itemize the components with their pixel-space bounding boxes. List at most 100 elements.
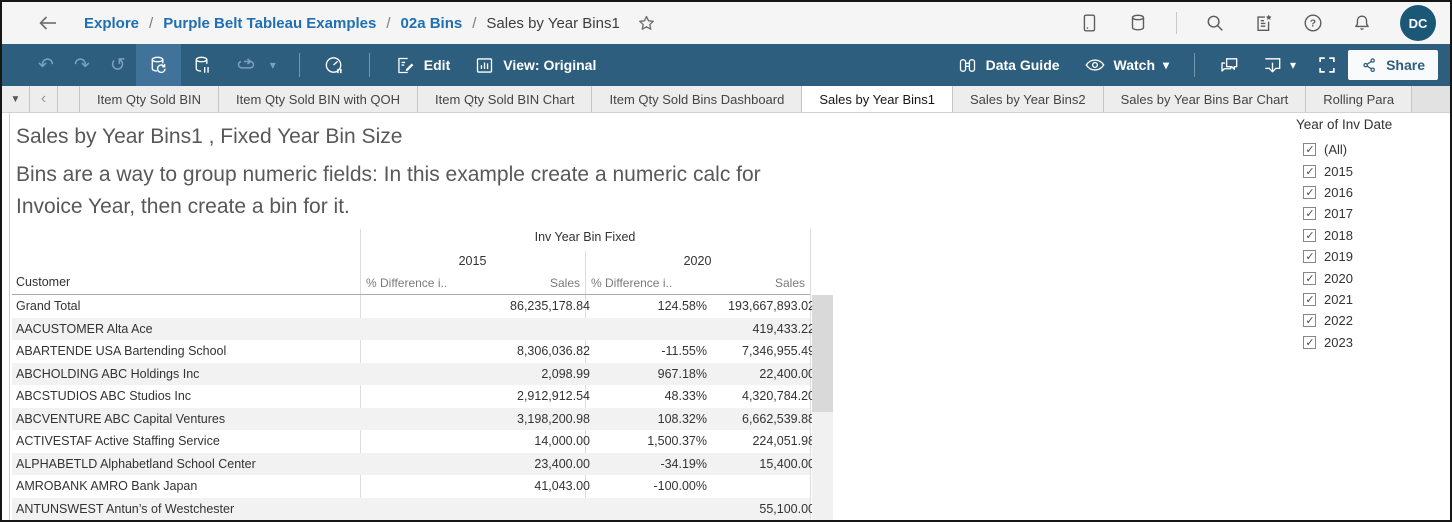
checkbox-checked-icon[interactable] (1303, 271, 1316, 285)
metrics-gauge-icon[interactable] (313, 44, 356, 86)
cell-sales-2020[interactable]: 193,667,893.02 (728, 299, 815, 313)
filter-option-2017[interactable]: 2017 (1292, 203, 1447, 224)
cell-sales-2020[interactable]: 15,400.00 (759, 456, 815, 471)
cell-sales-2020[interactable]: 4,320,784.20 (742, 389, 815, 403)
cell-pct-2020[interactable]: -34.19% (660, 456, 707, 471)
table-row-grand-total[interactable]: Grand Total 86,235,178.84 124.58% 193,66… (12, 295, 815, 318)
cell-sales-2020[interactable]: 419,433.22 (752, 321, 815, 336)
cell-pct-2020[interactable]: 967.18% (657, 366, 707, 381)
cell-sales-2020[interactable]: 224,051.98 (752, 434, 815, 448)
redo-icon[interactable]: ↷ (73, 54, 90, 76)
table-row[interactable]: ACTIVESTAF Active Staffing Service 14,00… (12, 430, 815, 453)
checkbox-checked-icon[interactable] (1303, 185, 1316, 199)
row-label[interactable]: AMROBANK AMRO Bank Japan (16, 479, 198, 493)
table-row[interactable]: ABARTENDE USA Bartending School 8,306,03… (12, 340, 815, 363)
breadcrumb-explore[interactable]: Explore (84, 14, 140, 32)
checkbox-checked-icon[interactable] (1303, 292, 1316, 306)
refresh-data-icon[interactable] (135, 44, 181, 86)
watch-button[interactable]: Watch ▾ (1072, 44, 1182, 86)
data-guide-button[interactable]: Data Guide (945, 44, 1072, 86)
search-icon[interactable] (1204, 12, 1226, 34)
breadcrumb-workbook[interactable]: 02a Bins (400, 14, 463, 32)
column-dimension-header[interactable]: Inv Year Bin Fixed (534, 230, 636, 244)
cell-pct-2020[interactable]: 1,500.37% (647, 434, 707, 448)
cell-pct-2020[interactable]: 108.32% (657, 411, 707, 426)
checkbox-checked-icon[interactable] (1303, 335, 1316, 349)
row-label[interactable]: ACTIVESTAF Active Staffing Service (16, 434, 220, 448)
data-source-icon[interactable] (1127, 12, 1149, 34)
row-label[interactable]: ABCSTUDIOS ABC Studios Inc (16, 389, 192, 403)
tab-rolling-para[interactable]: Rolling Para (1306, 86, 1413, 112)
tab-sales-by-year-bins2[interactable]: Sales by Year Bins2 (952, 86, 1104, 112)
cell-sales-2020[interactable]: 6,662,539.88 (742, 411, 815, 426)
filter-option-2022[interactable]: 2022 (1292, 310, 1447, 331)
view-original-button[interactable]: View: Original (462, 44, 608, 86)
help-icon[interactable]: ? (1302, 12, 1324, 34)
filter-option-2020[interactable]: 2020 (1292, 267, 1447, 288)
cell-sales-2015[interactable]: 86,235,178.84 (510, 299, 590, 313)
tab-sales-by-year-bins-bar-chart[interactable]: Sales by Year Bins Bar Chart (1103, 86, 1307, 112)
cell-sales-2015[interactable]: 2,098.99 (541, 366, 590, 381)
table-row[interactable]: ABCVENTURE ABC Capital Ventures 3,198,20… (12, 407, 815, 430)
fullscreen-icon[interactable] (1306, 44, 1348, 86)
row-label[interactable]: ABARTENDE USA Bartending School (16, 344, 227, 358)
cell-pct-2020[interactable]: 48.33% (664, 389, 707, 403)
cell-sales-2020[interactable]: 55,100.00 (759, 501, 815, 516)
notifications-bell-icon[interactable] (1351, 12, 1373, 34)
measure-header-pct-difference-2015[interactable]: % Difference i.. (366, 276, 448, 290)
year-group-2020-header[interactable]: 2020 (683, 254, 712, 268)
auto-update-caret-icon[interactable]: ▾ (269, 58, 276, 72)
cell-sales-2015[interactable]: 2,912,912.54 (517, 389, 590, 403)
user-avatar[interactable]: DC (1400, 5, 1436, 41)
device-layouts-icon[interactable] (1078, 12, 1100, 34)
table-row[interactable]: ABCSTUDIOS ABC Studios Inc 2,912,912.54 … (12, 385, 815, 408)
row-label[interactable]: ALPHABETLD Alphabetland School Center (16, 456, 256, 471)
share-button[interactable]: Share (1348, 50, 1438, 80)
vertical-scrollbar[interactable] (812, 295, 833, 520)
measure-header-sales-2020[interactable]: Sales (774, 276, 805, 290)
row-label[interactable]: ABCVENTURE ABC Capital Ventures (16, 411, 226, 426)
filter-option-2023[interactable]: 2023 (1292, 332, 1447, 353)
tab-scroll-left-icon[interactable]: ‹ (30, 86, 58, 112)
checkbox-checked-icon[interactable] (1303, 143, 1316, 157)
row-dimension-header[interactable]: Customer (16, 275, 71, 289)
tab-item-qty-sold-bin-with-qoh[interactable]: Item Qty Sold BIN with QOH (219, 86, 419, 112)
year-group-2015-header[interactable]: 2015 (458, 254, 487, 268)
breadcrumb-project[interactable]: Purple Belt Tableau Examples (163, 14, 377, 32)
cell-sales-2020[interactable]: 7,346,955.49 (742, 344, 815, 358)
scrollbar-thumb[interactable] (812, 295, 833, 412)
table-row[interactable]: ANTUNSWEST Antun’s of Westchester 55,100… (12, 497, 815, 520)
cell-pct-2020[interactable]: -100.00% (653, 479, 707, 493)
cell-sales-2015[interactable]: 23,400.00 (534, 456, 590, 471)
checkbox-checked-icon[interactable] (1303, 164, 1316, 178)
revert-icon[interactable]: ↺ (109, 54, 126, 76)
tab-item-qty-sold-bin-chart[interactable]: Item Qty Sold BIN Chart (418, 86, 593, 112)
cell-sales-2015[interactable]: 3,198,200.98 (517, 411, 590, 426)
cell-pct-2020[interactable]: -11.55% (661, 344, 707, 358)
cell-sales-2020[interactable]: 22,400.00 (759, 366, 815, 381)
filter-option-all[interactable]: (All) (1292, 139, 1447, 160)
checkbox-checked-icon[interactable] (1303, 228, 1316, 242)
checkbox-checked-icon[interactable] (1303, 250, 1316, 264)
favorite-star-icon[interactable] (636, 13, 657, 34)
tab-list-dropdown-icon[interactable]: ▼ (2, 86, 30, 112)
download-button[interactable]: ▾ (1251, 44, 1306, 86)
auto-update-loop-icon[interactable] (224, 44, 268, 86)
row-label[interactable]: AACUSTOMER Alta Ace (16, 321, 153, 336)
row-label[interactable]: Grand Total (16, 299, 81, 313)
tab-item-qty-sold-bin[interactable]: Item Qty Sold BIN (80, 86, 220, 112)
tab-item-qty-sold-bins-dashboard[interactable]: Item Qty Sold Bins Dashboard (592, 86, 803, 112)
filter-option-2019[interactable]: 2019 (1292, 246, 1447, 267)
measure-header-sales-2015[interactable]: Sales (549, 276, 580, 290)
filter-option-2021[interactable]: 2021 (1292, 289, 1447, 310)
checkbox-checked-icon[interactable] (1303, 314, 1316, 328)
tab-sales-by-year-bins1[interactable]: Sales by Year Bins1 (802, 86, 953, 112)
pause-data-icon[interactable] (181, 44, 224, 86)
filter-option-2015[interactable]: 2015 (1292, 160, 1447, 181)
undo-icon[interactable]: ↶ (38, 54, 54, 76)
cell-sales-2015[interactable]: 14,000.00 (534, 434, 590, 448)
table-row[interactable]: AMROBANK AMRO Bank Japan 41,043.00 -100.… (12, 475, 810, 498)
measure-header-pct-difference-2020[interactable]: % Difference i.. (591, 276, 673, 290)
cell-sales-2015[interactable]: 8,306,036.82 (517, 344, 590, 358)
comments-icon[interactable] (1208, 44, 1251, 86)
